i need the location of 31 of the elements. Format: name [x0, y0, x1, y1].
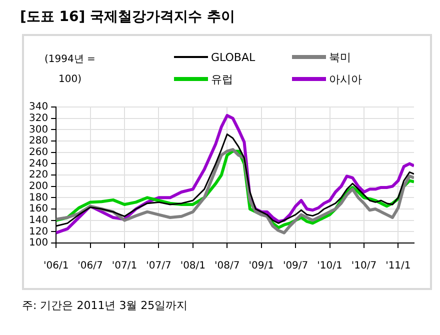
y-tick-label: 180	[28, 192, 48, 204]
x-tick-label: '09/7	[282, 260, 308, 272]
y-tick-label: 200	[28, 180, 48, 192]
y-axis-title: (1994년 = 100)	[44, 53, 96, 87]
y-tick-label: 300	[28, 124, 48, 136]
legend-label: 유럽	[211, 72, 233, 86]
legend-label: 아시아	[329, 72, 362, 86]
legend-label: GLOBAL	[211, 50, 256, 64]
y-tick-label: 280	[28, 136, 48, 147]
y-tick-label: 120	[28, 226, 48, 238]
chart-title: [도표 16] 국제철강가격지수 추이	[20, 8, 235, 26]
x-tick-label: '06/7	[78, 260, 103, 272]
y-tick-label: 340	[28, 102, 48, 113]
x-tick-label: '11/1	[386, 260, 411, 272]
x-tick-label: '07/1	[112, 260, 138, 272]
x-tick-label: '07/7	[146, 260, 172, 272]
x-tick-label: '08/7	[214, 260, 240, 272]
y-tick-label: 320	[28, 112, 48, 124]
x-tick-label: '10/1	[317, 260, 342, 272]
y-tick-label: 240	[28, 158, 48, 170]
y-tick-label: 100	[28, 238, 48, 249]
x-tick-label: '08/1	[180, 260, 206, 272]
legend-label: 북미	[329, 50, 351, 64]
y-tick-label: 220	[28, 170, 48, 181]
x-tick-label: '10/7	[351, 260, 377, 272]
x-tick-label: '06/1	[43, 260, 69, 272]
y-tick-label: 260	[28, 146, 48, 158]
y-tick-label: 160	[28, 204, 48, 215]
x-tick-label: '09/1	[248, 260, 274, 272]
y-tick-label: 140	[28, 214, 48, 226]
text: 주: 기간은 2011년 3월 25일까지	[22, 298, 188, 314]
